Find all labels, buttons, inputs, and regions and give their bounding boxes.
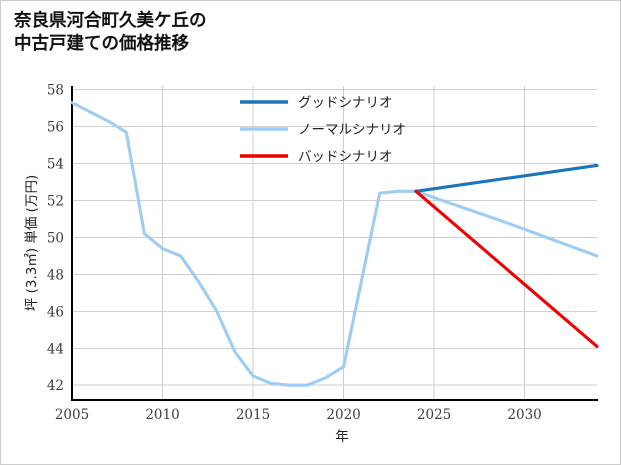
y-tick-labels: 42 44 46 48 50 52 54 56 58 (47, 83, 64, 395)
y-tick-label: 46 (47, 304, 64, 320)
data-series-group (70, 101, 599, 387)
x-tick-label: 2005 (55, 407, 89, 423)
y-axis-title: 坪 (3.3㎡) 単価 (万円) (24, 175, 40, 311)
series-line (70, 101, 599, 387)
legend-label: バッドシナリオ (298, 149, 393, 165)
y-tick-label: 44 (47, 341, 64, 357)
y-tick-label: 50 (47, 231, 64, 247)
x-axis-title: 年 (335, 429, 349, 445)
series-line (414, 189, 599, 348)
x-tick-labels: 2005 2010 2015 2020 2025 2030 (55, 407, 542, 423)
page-title: 奈良県河合町久美ケ丘の 中古戸建ての価格推移 (14, 11, 207, 55)
y-tick-label: 42 (47, 378, 64, 394)
y-tick-label: 52 (47, 194, 64, 210)
y-gridlines (72, 89, 597, 386)
y-tick-label: 54 (47, 157, 64, 173)
axis-lines (70, 86, 598, 402)
x-tick-label: 2020 (326, 407, 360, 423)
legend-label: ノーマルシナリオ (298, 122, 406, 138)
x-tick-label: 2025 (417, 407, 451, 423)
series-line (414, 163, 599, 193)
y-tick-label: 56 (47, 120, 64, 136)
x-tick-label: 2015 (236, 407, 270, 423)
x-tick-label: 2030 (507, 407, 541, 423)
x-tick-label: 2010 (145, 407, 179, 423)
y-tick-label: 58 (47, 83, 64, 99)
y-tick-label: 48 (47, 267, 64, 283)
legend-label: グッドシナリオ (298, 95, 393, 111)
